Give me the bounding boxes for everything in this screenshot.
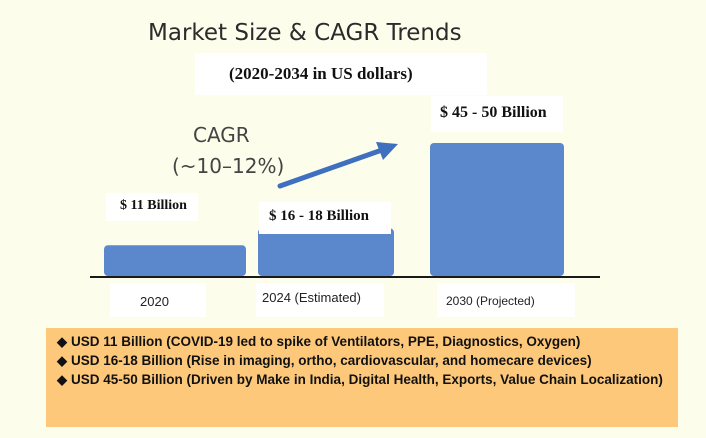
bullet-icon: ◆ xyxy=(57,353,67,368)
category-box-2024 xyxy=(256,283,384,317)
bar-group xyxy=(104,143,564,276)
category-box-2020 xyxy=(110,283,206,317)
note-item: ◆ USD 16-18 Billion (Rise in imaging, ort… xyxy=(57,351,678,370)
category-label-2030: 2030 (Projected) xyxy=(446,294,535,308)
subtitle-background xyxy=(195,53,487,95)
note-item: ◆ USD 11 Billion (COVID-19 led to spike o… xyxy=(57,332,678,351)
value-label-2024: $ 16 - 18 Billion xyxy=(269,208,370,224)
cagr-range: (~10–12%) xyxy=(172,154,285,178)
value-label-box-2020 xyxy=(106,193,198,221)
chart-subtitle: (2020-2034 in US dollars) xyxy=(229,64,413,83)
note-text: USD 16-18 Billion (Rise in imaging, orth… xyxy=(71,353,592,368)
bar-2020 xyxy=(104,245,246,276)
note-text: USD 45-50 Billion (Driven by Make in Ind… xyxy=(71,372,663,387)
bar-2030 xyxy=(430,143,564,276)
note-text: USD 11 Billion (COVID-19 led to spike of… xyxy=(71,334,581,349)
note-item: ◆ USD 45-50 Billion (Driven by Make in In… xyxy=(57,370,678,389)
chart-title: Market Size & CAGR Trends xyxy=(148,20,462,46)
bar-2024 xyxy=(258,228,394,276)
value-label-2020: $ 11 Billion xyxy=(120,198,187,213)
value-label-box-2030 xyxy=(431,96,563,132)
value-label-2030: $ 45 - 50 Billion xyxy=(440,104,547,121)
value-label-box-2024 xyxy=(259,202,391,234)
cagr-arrow xyxy=(277,142,398,189)
cagr-label: CAGR xyxy=(193,123,250,147)
notes-list: ◆ USD 11 Billion (COVID-19 led to spike o… xyxy=(46,328,678,389)
notes-panel: ◆ USD 11 Billion (COVID-19 led to spike o… xyxy=(46,328,678,427)
category-box-2030 xyxy=(437,283,575,317)
category-label-2020: 2020 xyxy=(140,294,169,309)
bullet-icon: ◆ xyxy=(57,372,67,387)
category-label-2024: 2024 (Estimated) xyxy=(262,290,361,305)
bullet-icon: ◆ xyxy=(57,334,67,349)
